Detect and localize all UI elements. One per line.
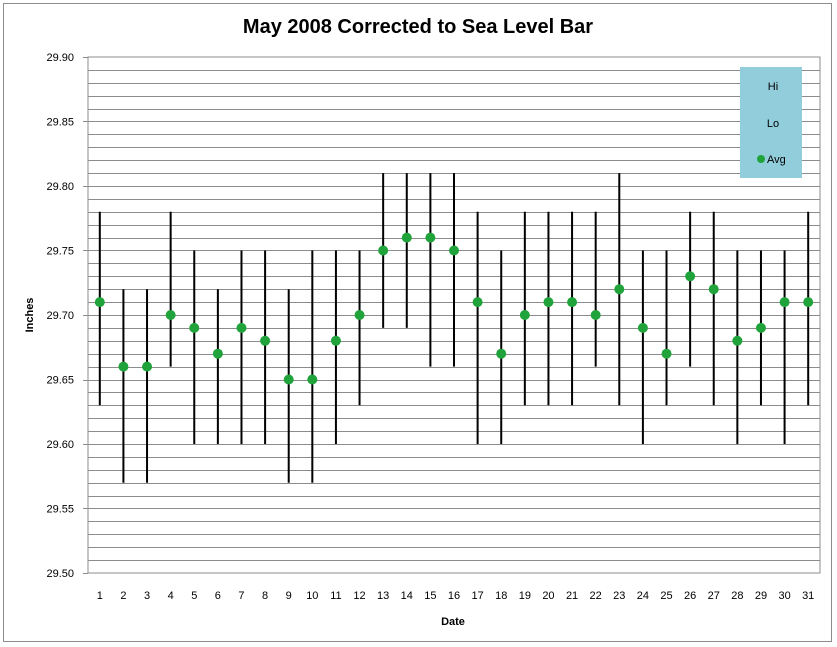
x-tick-label: 30 [778,590,790,602]
y-tick-label: 29.85 [46,117,74,129]
avg-point [614,284,625,295]
x-tick-label: 26 [684,590,696,602]
chart-title: May 2008 Corrected to Sea Level Bar [243,16,593,38]
avg-point [354,310,365,320]
x-tick-label: 5 [191,590,197,602]
x-tick-label: 25 [660,590,672,602]
x-tick-label: 1 [97,590,103,602]
avg-point [118,361,129,372]
x-tick-label: 16 [448,590,460,602]
avg-point [519,310,530,320]
x-tick-label: 4 [168,590,174,602]
x-tick-label: 2 [120,590,126,602]
avg-point [401,232,412,243]
x-tick-label: 21 [566,590,578,602]
avg-point [779,297,790,308]
y-tick-label: 29.65 [46,375,74,387]
avg-point [803,297,814,308]
x-tick-label: 24 [637,590,649,602]
avg-point [543,297,554,308]
avg-point [142,361,153,372]
avg-point [472,297,483,308]
avg-point [496,348,507,359]
hi-lo-bars [98,173,810,483]
avg-point [685,271,696,282]
y-tick-label: 29.55 [46,504,74,516]
x-tick-label: 27 [708,590,720,602]
legend-label-avg: Avg [767,154,786,166]
legend-label-hi: Hi [768,81,778,93]
avg-point [637,322,648,333]
x-tick-label: 8 [262,590,268,602]
y-tick-label: 29.75 [46,246,74,258]
x-tick-label: 29 [755,590,767,602]
x-tick-label: 13 [377,590,389,602]
legend-marker-avg [757,155,765,163]
x-tick-label: 17 [471,590,483,602]
x-tick-label: 20 [542,590,554,602]
avg-point [425,232,436,243]
legend-box [740,67,802,178]
x-tick-label: 11 [330,590,341,602]
avg-point [567,297,578,308]
avg-point [236,322,247,333]
y-tick-label: 29.60 [46,439,74,451]
y-tick-label: 29.50 [46,568,74,580]
avg-point [189,322,200,333]
x-axis-title: Date [441,616,465,628]
y-tick-label: 29.90 [46,52,74,64]
avg-point [449,245,459,256]
x-tick-label: 23 [613,590,625,602]
x-tick-label: 28 [731,590,743,602]
y-tick-label: 29.70 [46,310,74,322]
avg-points [94,232,814,385]
y-axis-title: Inches [24,298,36,333]
avg-point [260,335,271,346]
avg-point [212,348,223,359]
x-axis-ticks: 1 2 3 4 5 6 7 8 9 10 11 12 13 14 15 16 17 18 19 20 21 22 23 24 2… [97,590,815,602]
y-axis-ticks: 29.50 29.55 29.60 29.65 29.70 29.75 29.80 29.85… [46,52,88,580]
x-tick-label: 7 [238,590,244,602]
avg-point [283,374,294,385]
legend: Hi Lo Avg [740,67,802,178]
avg-point [330,335,341,346]
avg-point [732,335,743,346]
avg-point [307,374,318,385]
x-tick-label: 12 [353,590,365,602]
x-tick-label: 15 [424,590,436,602]
avg-point [378,245,389,256]
y-tick-label: 29.80 [46,181,74,193]
legend-label-lo: Lo [767,118,779,130]
x-tick-label: 10 [306,590,318,602]
x-tick-label: 6 [215,590,221,602]
x-tick-label: 3 [144,590,150,602]
avg-point [661,348,672,359]
avg-point [165,310,176,320]
avg-point [708,284,719,295]
avg-point [94,297,105,308]
avg-point [590,310,601,320]
x-tick-label: 9 [286,590,292,602]
x-tick-label: 22 [590,590,602,602]
x-tick-label: 19 [519,590,531,602]
x-tick-label: 14 [401,590,413,602]
x-tick-label: 18 [495,590,507,602]
avg-point [755,322,766,333]
x-tick-label: 31 [802,590,814,602]
